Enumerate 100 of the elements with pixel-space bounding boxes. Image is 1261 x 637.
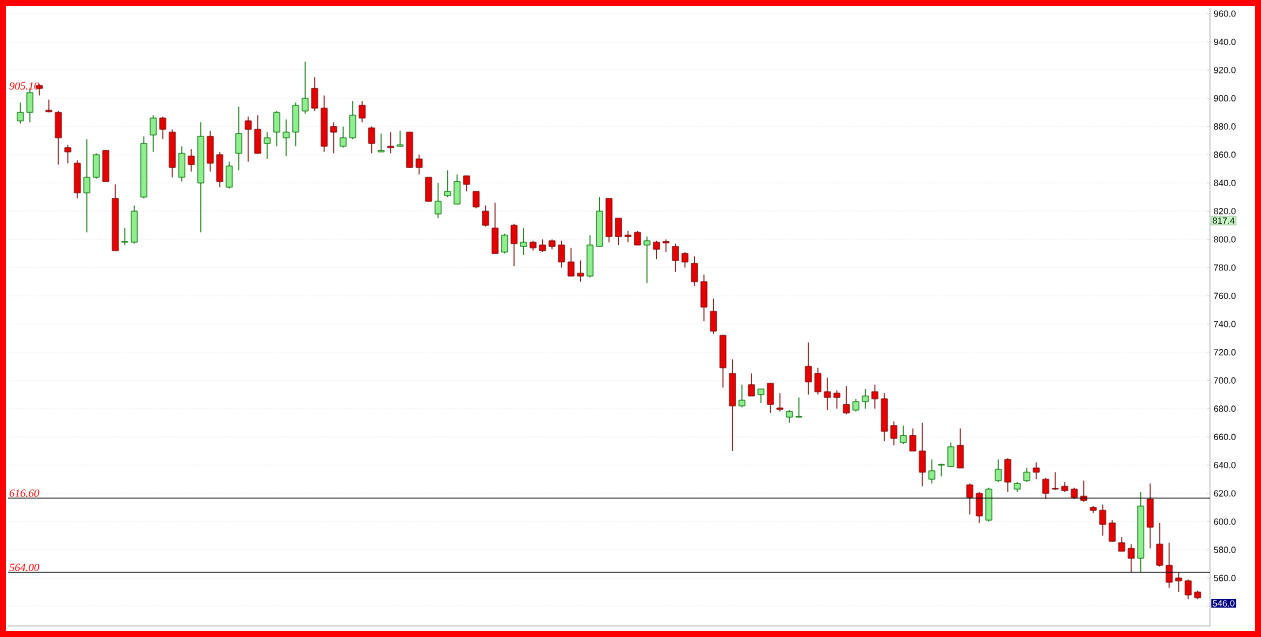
candlestick [83,138,91,233]
candlestick [861,388,869,410]
candlestick [643,236,651,284]
candlestick [691,255,698,287]
candlestick [510,223,518,267]
candlestick [1156,522,1164,568]
candlestick [1127,543,1135,573]
y-tick-label: 860.0 [1213,151,1236,158]
candlestick [966,483,974,515]
candlestick [187,148,195,173]
candlestick [795,396,803,418]
candlestick [149,114,157,153]
candlestick [1042,477,1050,500]
candlestick [1004,457,1012,493]
text: 817.4 [1212,217,1235,224]
candlestick [330,121,338,154]
candlestick [434,182,442,219]
y-tick-label: 880.0 [1213,123,1236,130]
candlestick [425,176,433,202]
candlestick [710,298,717,335]
candlestick [1184,578,1192,600]
candlestick [453,174,461,205]
candlestick [776,392,784,412]
candlestick [64,144,72,164]
candlestick [757,388,765,404]
candlestick [273,110,281,147]
y-tick-label: 900.0 [1213,95,1236,102]
y-tick-label: 560.0 [1213,574,1236,582]
candlestick [805,341,812,396]
y-tick-label: 840.0 [1213,179,1236,187]
candlestick [653,240,660,260]
y-tick-label: 700.0 [1213,377,1236,384]
candlestick [899,425,907,445]
candlestick [928,459,936,484]
candlestick [339,126,347,149]
candlestick [377,133,385,153]
candlestick [558,240,565,269]
y-tick-label: 960.0 [1213,10,1236,17]
candlestick [1108,519,1116,542]
candlestick [748,372,755,397]
y-tick-label: 920.0 [1213,66,1236,74]
candlestick [577,260,584,283]
candlestick [1099,504,1107,537]
candlestick [567,247,575,277]
candlestick [975,491,983,524]
candlestick [254,114,262,154]
candlestick [937,463,945,477]
candlestick [482,205,489,228]
y-tick-label: 820.0 [1213,207,1236,215]
candlestick [956,428,964,469]
candlestick [396,130,404,147]
candlestick [368,126,376,154]
candlestick [909,428,917,452]
candlestick [301,61,309,115]
y-tick-label: 720.0 [1213,349,1236,356]
candlestick [263,131,271,160]
candlestick [624,230,632,243]
candlestick [918,422,926,487]
y-tick-label: 620.0 [1213,490,1236,497]
y-tick-label: 680.0 [1213,405,1236,412]
candlestick [121,227,129,246]
candlestick [444,169,451,198]
candlestick [16,102,24,125]
candlestick [92,152,100,180]
candlestick [842,385,850,415]
candlestick [349,100,357,140]
candlestick [767,382,774,414]
candlestick [994,459,1002,483]
y-tick-label: 800.0 [1213,236,1236,243]
candlestick [520,227,527,256]
candlestick [235,106,243,171]
y-tick-label: 600.0 [1213,518,1236,525]
y-tick-label: 660.0 [1213,433,1236,441]
candlestick [1051,471,1059,491]
candlestick [178,145,186,182]
candlestick [871,384,879,410]
y-tick-label: 580.0 [1213,546,1236,553]
y-tick-label: 780.0 [1213,264,1236,271]
candlestick [415,154,423,175]
candlestick [890,420,898,446]
candlestick [672,243,679,273]
text: 546.0 [1212,600,1235,607]
candlestick [1165,542,1173,589]
y-tick-label: 740.0 [1213,320,1236,328]
ref-line-label: 564.00 [9,563,40,572]
candlestick [358,100,366,123]
candlestick [615,217,622,246]
y-tick-label: 760.0 [1213,292,1236,299]
candlestick [662,238,670,253]
candlestick [814,367,822,396]
candlestick [311,76,319,112]
candlestick [823,377,831,411]
candlestick [282,119,290,157]
candlestick [244,116,252,163]
y-tick-label: 940.0 [1213,38,1236,46]
ref-line-label: 616.60 [9,489,40,497]
candlestick [225,161,233,190]
candlestick [947,442,955,467]
candlestick [833,389,841,410]
y-tick-label: 640.0 [1213,461,1236,469]
